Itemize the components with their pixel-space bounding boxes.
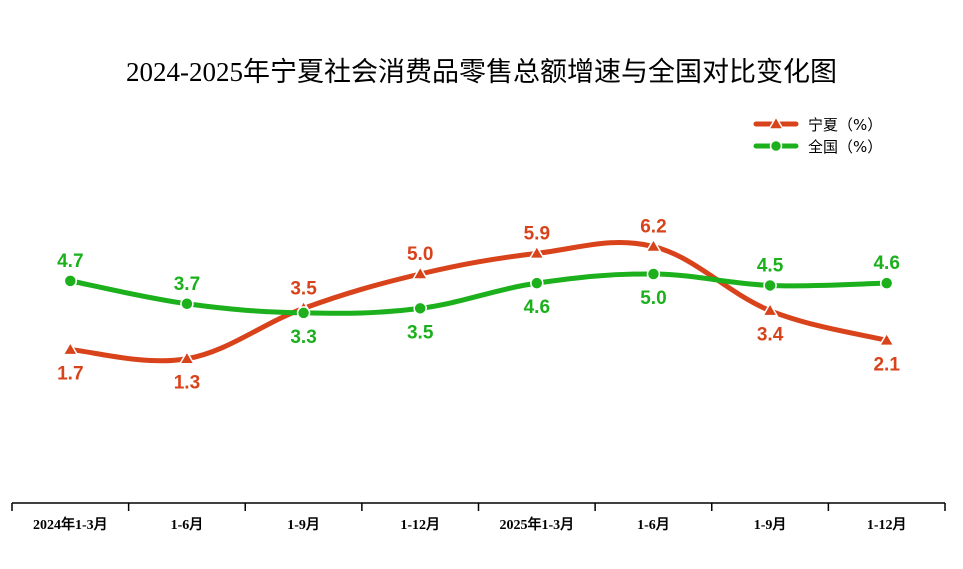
data-point-triangle <box>62 341 79 356</box>
data-label: 5.9 <box>524 223 550 244</box>
data-label: 2.1 <box>873 354 900 375</box>
data-point-circle <box>296 306 311 320</box>
data-point-triangle <box>878 331 895 347</box>
data-label: 4.7 <box>57 251 83 272</box>
x-tick-label: 1-12月 <box>867 517 907 533</box>
data-label: 5.0 <box>640 288 666 309</box>
data-point-circle <box>879 276 894 290</box>
data-label: 3.4 <box>757 325 784 346</box>
x-tick-label: 2024年1-3月 <box>33 516 108 533</box>
data-label: 3.3 <box>290 327 316 348</box>
chart-title: 2024-2025年宁夏社会消费品零售总额增速与全国对比变化图 <box>0 50 963 89</box>
series-line-1 <box>67 271 890 316</box>
legend-marker-triangle <box>767 115 785 130</box>
legend-marker-circle <box>769 139 783 153</box>
data-label: 1.7 <box>57 364 83 385</box>
data-label: 3.5 <box>407 322 434 343</box>
data-label: 4.6 <box>524 297 550 318</box>
data-label: 3.5 <box>290 278 317 299</box>
data-point-circle <box>646 267 661 281</box>
data-point-circle <box>763 278 777 293</box>
legend-label: 宁夏（%） <box>808 116 882 134</box>
data-label: 3.7 <box>174 274 200 295</box>
x-tick-label: 1-9月 <box>287 517 320 533</box>
x-tick-label: 1-6月 <box>171 517 204 533</box>
data-label: 5.0 <box>407 244 433 265</box>
legend-label: 全国（%） <box>808 138 882 156</box>
data-point-triangle <box>178 350 196 365</box>
data-point-triangle <box>761 302 779 317</box>
data-point-circle <box>413 301 427 316</box>
x-tick-label: 2025年1-3月 <box>499 516 574 533</box>
data-label: 6.2 <box>640 217 666 238</box>
data-point-triangle <box>411 265 429 280</box>
data-point-circle <box>180 297 194 311</box>
x-tick-label: 1-12月 <box>400 517 440 533</box>
series-line-0 <box>67 240 890 364</box>
x-tick-label: 1-6月 <box>637 517 670 533</box>
data-label: 4.6 <box>873 253 899 274</box>
data-point-triangle <box>645 238 662 253</box>
x-tick-label: 1-9月 <box>754 517 787 533</box>
data-point-circle <box>530 276 544 290</box>
data-point-triangle <box>528 244 546 260</box>
data-label: 1.3 <box>174 373 200 394</box>
chart-title-text: 2024-2025年宁夏社会消费品零售总额增速与全国对比变化图 <box>126 57 837 87</box>
data-point-circle <box>63 274 78 288</box>
data-label: 4.5 <box>757 255 784 276</box>
